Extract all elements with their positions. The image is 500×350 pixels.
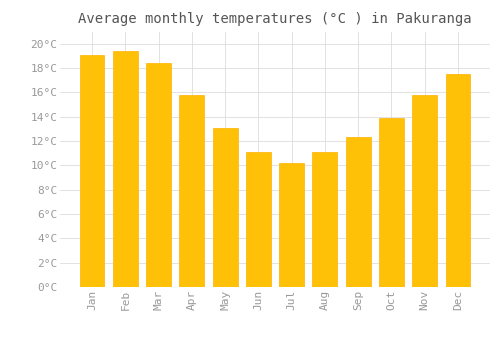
Bar (279, 163, 304, 287)
Title: Average monthly temperatures (°C ) in Pakuranga: Average monthly temperatures (°C ) in Pa… (78, 12, 472, 26)
Bar (312, 152, 338, 287)
Bar (246, 152, 271, 287)
Bar (346, 137, 370, 287)
Bar (146, 63, 171, 287)
Bar (180, 95, 204, 287)
Bar (379, 118, 404, 287)
Bar (412, 95, 437, 287)
Bar (113, 51, 138, 287)
Bar (212, 128, 238, 287)
Bar (446, 74, 470, 287)
Bar (80, 55, 104, 287)
